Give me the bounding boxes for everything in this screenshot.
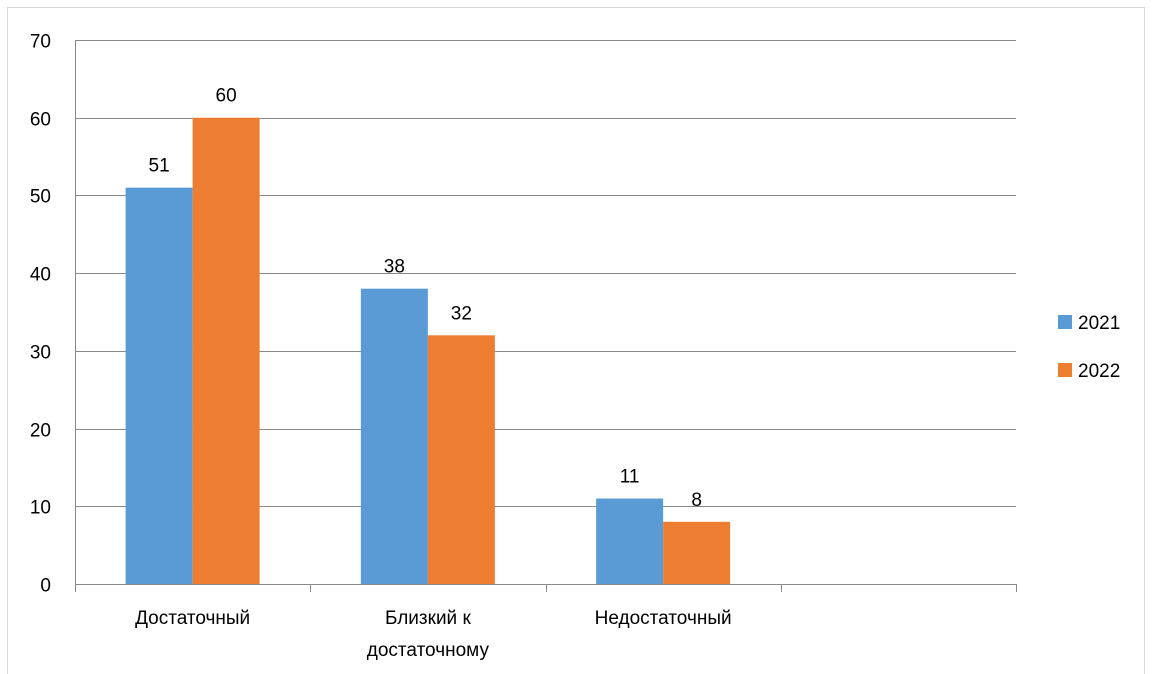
y-tick-label: 20 [30,421,51,442]
y-tick-label: 70 [30,32,51,53]
data-label: 38 [384,257,405,278]
bar-2022-0 [192,117,260,584]
x-tick-label: Недостаточный [595,608,732,629]
bar-2022-1 [427,335,495,584]
data-label: 60 [216,86,237,107]
legend: 2021 2022 [1058,313,1120,382]
y-tick-label: 50 [30,187,51,208]
legend-swatch-2022 [1058,363,1072,377]
y-tick-label: 0 [40,576,51,597]
data-label: 51 [149,156,170,177]
x-tick-label: Достаточный [135,608,250,629]
y-tick-label: 30 [30,343,51,364]
axes: 0 10 20 30 40 50 60 70 Достаточный Близкий к доста… [30,32,1017,661]
data-labels: 51 60 38 32 11 8 [149,86,702,511]
data-label: 11 [620,467,640,488]
y-tick-label: 10 [30,498,51,519]
legend-label: 2021 [1078,313,1120,334]
data-label: 32 [451,303,472,324]
bar-2021-1 [360,288,428,584]
legend-label: 2022 [1078,361,1120,382]
bar-2021-0 [125,187,193,584]
bar-2022-2 [663,521,731,584]
data-label: 8 [691,490,702,511]
y-tick-label: 60 [30,110,51,131]
x-tick-label: Близкий к [385,608,471,629]
bars [125,117,731,584]
x-tick-label: достаточному [367,640,490,661]
y-tick-label: 40 [30,265,51,286]
bar-2021-2 [596,498,664,584]
legend-swatch-2021 [1058,315,1072,329]
